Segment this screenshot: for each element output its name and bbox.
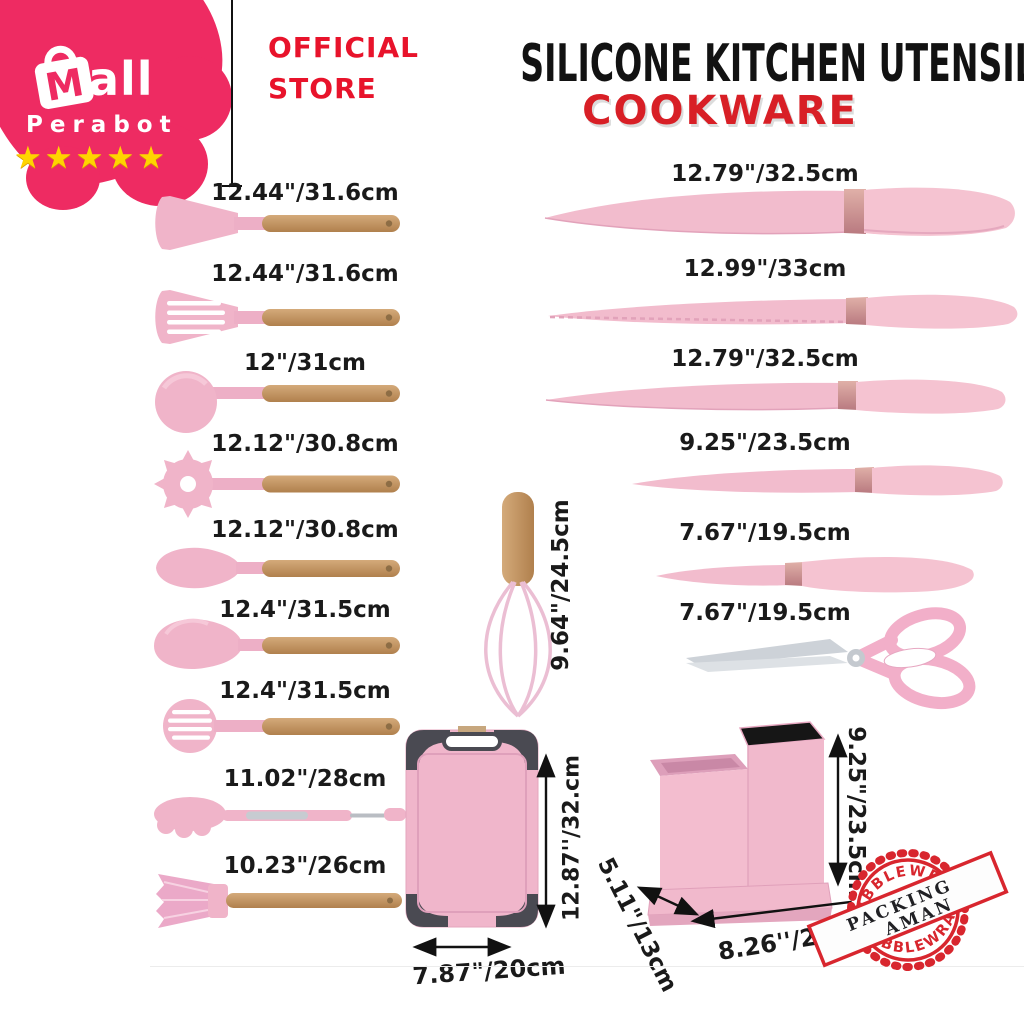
official-store-line1: OFFICIAL <box>268 31 419 64</box>
slotted-turner-image <box>155 290 400 344</box>
paring-knife-image <box>656 556 974 593</box>
shopping-bag-icon: M <box>34 45 94 110</box>
basting-brush-image <box>156 874 402 928</box>
pasta-server-image <box>154 450 400 518</box>
utensil-label: 12.4"/31.5cm <box>219 597 391 623</box>
board-height-label: 12.87''/32.cm <box>559 754 585 922</box>
utensil-label: 12.12"/30.8cm <box>211 517 399 543</box>
solid-spoon-image <box>156 547 400 589</box>
official-store-badge: OFFICIAL STORE <box>268 28 419 109</box>
utensil-label: 12.4"/31.5cm <box>219 678 391 704</box>
board-height-arrow <box>536 753 556 929</box>
utensil-label: 12"/31cm <box>244 350 366 376</box>
utensil-label: 12.12"/30.8cm <box>211 431 399 457</box>
measure-reference-tick <box>222 185 242 187</box>
block-depth-arrow <box>636 886 700 916</box>
whisk-label: 9.64"/24.5cm <box>548 499 574 671</box>
chef-knife-image <box>544 187 1015 236</box>
balloon-whisk-image <box>484 492 552 718</box>
knife-label: 12.99"/33cm <box>683 256 847 282</box>
knife-label: 12.79"/32.5cm <box>671 346 859 372</box>
photo-edge-line <box>150 966 1024 967</box>
page-title: SILICONE KITCHEN UTENSIL COOKWARE <box>420 33 1024 134</box>
deep-spoon-image <box>154 618 400 670</box>
logo-subtitle: Perabot <box>26 112 178 138</box>
measure-reference-line <box>231 0 233 186</box>
utensil-label: 10.23"/26cm <box>223 853 387 879</box>
logo-letter-m: M <box>42 60 87 110</box>
kitchen-scissors-image <box>686 607 976 710</box>
ladle-image <box>155 371 400 433</box>
slotted-spoon-image <box>163 699 400 753</box>
utensil-label: 12.44"/31.6cm <box>211 261 399 287</box>
solid-turner-image <box>155 196 400 250</box>
five-star-rating: ★★★★★ <box>14 140 168 176</box>
title-accent: COOKWARE <box>582 88 858 134</box>
bread-knife-image <box>548 294 1018 329</box>
packing-stamp: BUBBLEWRAP BUBBLEWRAP ✶ ✶ PACKING AMAN <box>806 849 1009 971</box>
logo-blob-bump <box>112 122 208 206</box>
utility-knife-image <box>632 465 1003 496</box>
knife-label: 12.79"/32.5cm <box>671 161 859 187</box>
logo-wordmark: all <box>88 52 154 106</box>
title-main: SILICONE KITCHEN UTENSIL <box>520 32 1024 94</box>
knife-label: 7.67"/19.5cm <box>679 600 851 626</box>
cutting-board-image <box>405 726 539 928</box>
block-height-arrow <box>828 733 848 887</box>
knife-label: 9.25"/23.5cm <box>679 430 851 456</box>
utensil-label: 11.02"/28cm <box>223 766 387 792</box>
board-width-label: 7.87"/20cm <box>411 951 567 991</box>
knife-label: 7.67"/19.5cm <box>679 520 851 546</box>
board-width-arrow <box>412 937 512 957</box>
tongs-image <box>154 797 406 838</box>
carving-knife-image <box>545 379 1006 414</box>
logo-blob-bump <box>26 146 100 210</box>
official-store-line2: STORE <box>268 71 377 105</box>
utensil-label: 12.44"/31.6cm <box>211 180 399 206</box>
